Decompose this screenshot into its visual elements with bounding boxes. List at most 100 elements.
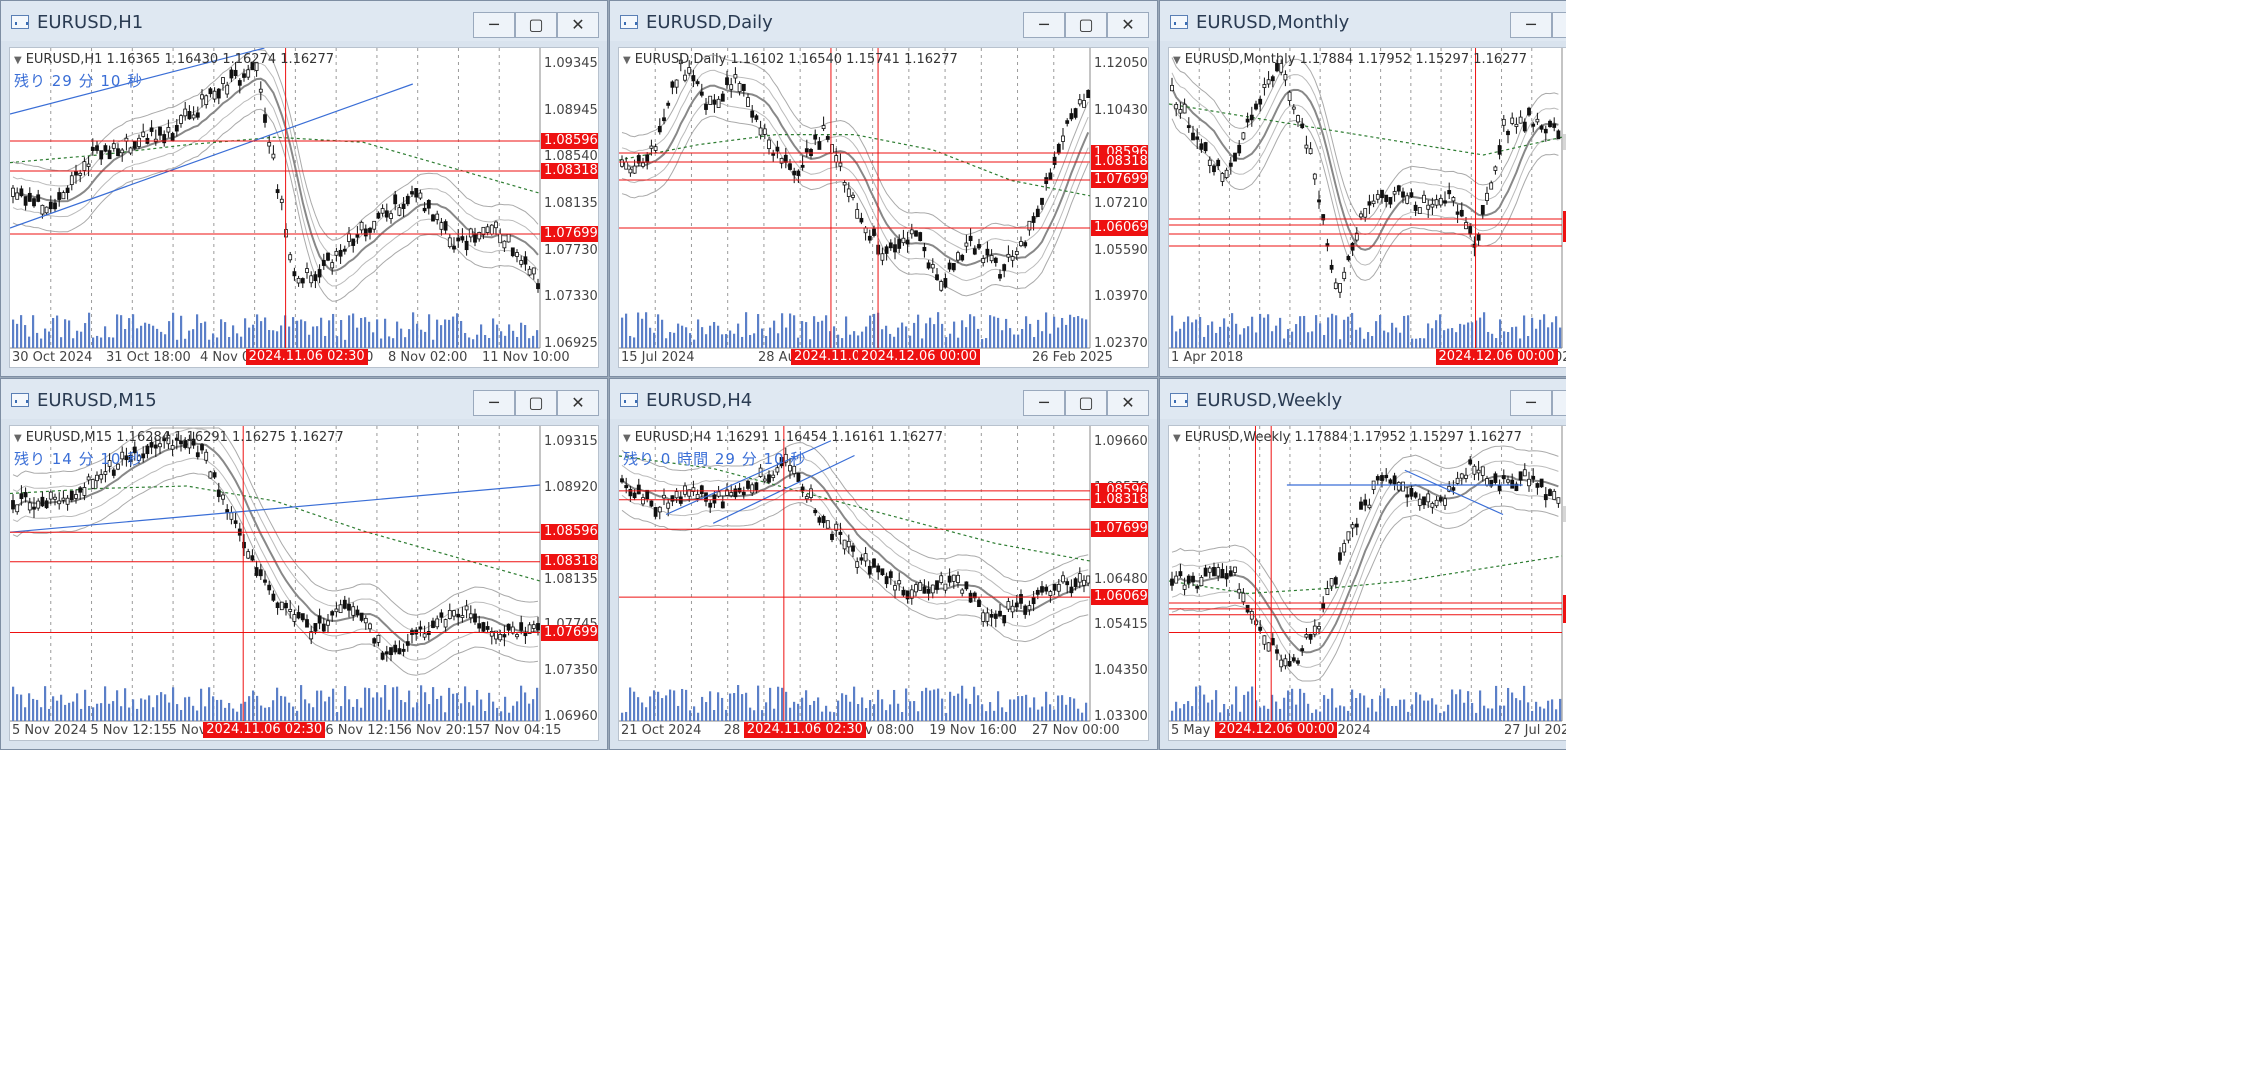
time-axis-label: 27 Nov 00:00 [1032, 723, 1120, 738]
minimize-button[interactable]: ─ [1510, 390, 1552, 416]
volume-bar [132, 314, 135, 348]
maximize-button[interactable]: ▢ [515, 390, 557, 416]
chart-window-icon [620, 15, 638, 29]
candle-body [351, 238, 356, 246]
candle-body [1191, 575, 1195, 583]
candle-body [48, 201, 53, 210]
title-bar[interactable]: EURUSD,H4 ─ ▢ ✕ [610, 379, 1157, 419]
candle-body [754, 482, 759, 491]
volume-bar [665, 695, 668, 721]
minimize-button[interactable]: ─ [1023, 12, 1065, 38]
title-bar[interactable]: EURUSD,M15 ─ ▢ ✕ [1, 379, 607, 419]
volume-bar [24, 707, 27, 721]
chart-window-h4[interactable]: EURUSD,H4 ─ ▢ ✕ ▼ EURUSD,H4 1.16291 1.164… [609, 378, 1158, 750]
volume-bar [697, 319, 700, 348]
volume-bar [336, 336, 339, 348]
collapse-triangle-icon[interactable]: ▼ [623, 55, 631, 66]
volume-bar [80, 331, 83, 348]
volume-bar [1415, 692, 1418, 721]
chart-window-daily[interactable]: EURUSD,Daily ─ ▢ ✕ ▼ EURUSD,Daily 1.16102… [609, 0, 1158, 377]
close-button[interactable]: ✕ [557, 12, 599, 38]
maximize-button[interactable]: ▢ [515, 12, 557, 38]
volume-bar [997, 691, 1000, 721]
candle-body [208, 88, 213, 95]
volume-bar [396, 321, 399, 348]
chart-window-m15[interactable]: EURUSD,M15 ─ ▢ ✕ ▼ EURUSD,M15 1.16284 1.1… [0, 378, 608, 750]
candle-body [317, 615, 322, 624]
candle-body [1417, 498, 1422, 506]
maximize-button[interactable]: ▢ [1065, 390, 1107, 416]
volume-bar [661, 698, 664, 721]
volume-bar [460, 703, 463, 721]
candle-body [212, 472, 217, 478]
minimize-button[interactable]: ─ [473, 390, 515, 416]
volume-bar [412, 312, 415, 348]
minimize-button[interactable]: ─ [473, 12, 515, 38]
candle-body [279, 198, 284, 203]
volume-bar [424, 331, 427, 348]
time-axis-label: 26 Feb 2025 [1032, 350, 1113, 365]
trend-line [10, 484, 541, 533]
candle-body [263, 114, 267, 123]
minimize-button[interactable]: ─ [1510, 12, 1552, 38]
candle-body [1359, 213, 1363, 218]
close-button[interactable]: ✕ [557, 390, 599, 416]
volume-bar [1383, 330, 1386, 348]
volume-bar [1275, 325, 1278, 348]
collapse-triangle-icon[interactable]: ▼ [14, 55, 22, 66]
candle-body [1531, 123, 1536, 127]
chart-canvas[interactable]: ▼ EURUSD,H1 1.16365 1.16430 1.16274 1.162… [9, 47, 599, 368]
maximize-button[interactable]: ▢ [1065, 12, 1107, 38]
volume-bar [208, 339, 211, 348]
collapse-triangle-icon[interactable]: ▼ [623, 433, 631, 444]
volume-bar [889, 704, 892, 721]
volume-bar [364, 317, 367, 348]
ma-200-line [10, 485, 541, 582]
candle-body [363, 617, 368, 624]
collapse-triangle-icon[interactable]: ▼ [1173, 433, 1181, 444]
close-button[interactable]: ✕ [1107, 12, 1149, 38]
candle-body [947, 262, 952, 270]
candle-body [1451, 487, 1456, 491]
candle-body [1245, 118, 1250, 123]
close-button[interactable]: ✕ [1107, 390, 1149, 416]
minimize-button[interactable]: ─ [1023, 390, 1065, 416]
candle-body [107, 150, 112, 160]
candle-body [330, 262, 335, 269]
chart-canvas[interactable]: ▼ EURUSD,Daily 1.16102 1.16540 1.15741 1.… [618, 47, 1149, 368]
candle-body [515, 252, 519, 257]
candle-body [1350, 524, 1355, 529]
volume-bar [152, 707, 155, 721]
volume-bar [1483, 312, 1486, 348]
ohlc-text: EURUSD,Monthly 1.17884 1.17952 1.15297 1… [1184, 52, 1527, 67]
collapse-triangle-icon[interactable]: ▼ [1173, 55, 1181, 66]
candle-body [158, 443, 162, 448]
price-axis-label: 1.08945 [544, 102, 598, 118]
volume-bar [1057, 695, 1060, 721]
title-bar[interactable]: EURUSD,H1 ─ ▢ ✕ [1, 1, 607, 41]
volume-bar [340, 320, 343, 348]
chart-window-h1[interactable]: EURUSD,H1 ─ ▢ ✕ ▼ EURUSD,H1 1.16365 1.164… [0, 0, 608, 377]
candle-body [355, 234, 360, 238]
inner-band-line [12, 457, 539, 661]
volume-bar [1223, 703, 1226, 721]
candle-body [813, 509, 818, 514]
candle-body [145, 445, 150, 455]
volume-bar [665, 338, 668, 348]
chart-canvas[interactable]: ▼ EURUSD,M15 1.16284 1.16291 1.16275 1.16… [9, 425, 599, 741]
volume-bar [737, 323, 740, 348]
title-bar[interactable]: EURUSD,Daily ─ ▢ ✕ [610, 1, 1157, 41]
chart-canvas[interactable]: ▼ EURUSD,H4 1.16291 1.16454 1.16161 1.162… [618, 425, 1149, 741]
volume-bar [400, 328, 403, 348]
candle-body [233, 520, 238, 524]
volume-bar [164, 694, 167, 721]
level-price-tag: 1.08596 [541, 524, 598, 541]
candle-body [1342, 543, 1347, 553]
candle-body [1380, 475, 1384, 481]
volume-bar [1443, 330, 1446, 348]
candle-body [321, 623, 326, 632]
candle-body [326, 252, 330, 261]
volume-bar [172, 687, 175, 721]
volume-bar [977, 328, 980, 348]
collapse-triangle-icon[interactable]: ▼ [14, 433, 22, 444]
